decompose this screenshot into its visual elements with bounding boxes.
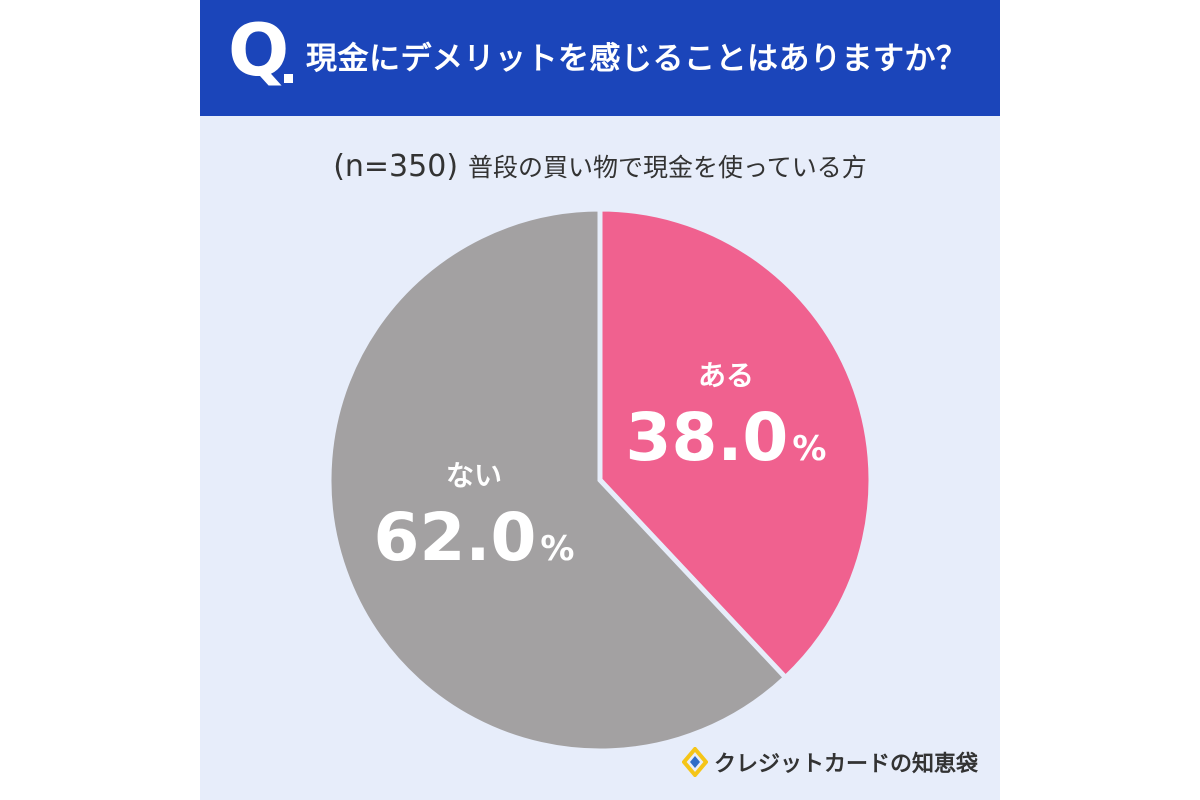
q-dot-decoration xyxy=(284,74,293,83)
question-text: 現金にデメリットを感じることはありますか？ xyxy=(306,41,968,77)
slice-label: ある xyxy=(698,359,754,392)
slice-value-label: 62.0% xyxy=(374,499,575,576)
pie-slice-no xyxy=(326,206,790,754)
pie-slice-yes xyxy=(597,206,874,682)
pie-chart: ある 38.0 % ない 62.0% xyxy=(326,206,874,754)
infographic-card: Q 現金にデメリットを感じることはありますか？ (n=350) 普段の買い物で現金… xyxy=(200,0,1000,800)
population-label: 普段の買い物で現金を使っている方 xyxy=(468,153,867,182)
slice-label: ない xyxy=(446,459,502,492)
sample-size: (n=350) xyxy=(333,149,459,184)
slice-value-label: 38.0% xyxy=(626,399,827,476)
q-mark: Q xyxy=(228,8,290,92)
diamond-logo-icon xyxy=(682,747,708,777)
question-header: Q 現金にデメリットを感じることはありますか？ xyxy=(200,0,1000,116)
chart-subtitle: (n=350) 普段の買い物で現金を使っている方 xyxy=(200,148,1000,184)
brand-logo: クレジットカードの知恵袋 xyxy=(682,744,978,780)
brand-name: クレジットカードの知恵袋 xyxy=(714,752,979,777)
